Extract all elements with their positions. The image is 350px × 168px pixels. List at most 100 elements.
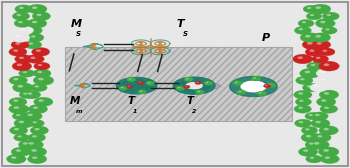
Circle shape [251, 76, 261, 81]
Circle shape [315, 6, 321, 9]
Circle shape [298, 92, 303, 95]
Circle shape [311, 4, 331, 14]
Circle shape [11, 147, 30, 156]
Circle shape [323, 128, 329, 130]
Circle shape [33, 121, 37, 123]
Circle shape [316, 35, 321, 38]
Circle shape [305, 141, 321, 149]
Circle shape [18, 21, 23, 23]
Circle shape [320, 78, 325, 80]
Circle shape [323, 50, 327, 52]
Circle shape [259, 92, 262, 94]
Circle shape [324, 63, 329, 66]
Circle shape [319, 126, 338, 135]
Circle shape [304, 71, 310, 73]
Text: T: T [177, 18, 184, 29]
Circle shape [128, 86, 130, 87]
Circle shape [311, 33, 331, 42]
Circle shape [321, 99, 327, 102]
Circle shape [119, 86, 128, 90]
Circle shape [313, 133, 331, 142]
Circle shape [28, 133, 46, 142]
Circle shape [295, 119, 312, 127]
Circle shape [12, 12, 30, 20]
Circle shape [11, 40, 29, 49]
Circle shape [27, 114, 33, 116]
Circle shape [32, 6, 37, 9]
Circle shape [306, 12, 322, 20]
Circle shape [18, 85, 23, 88]
Circle shape [325, 28, 330, 30]
Circle shape [300, 33, 320, 42]
Circle shape [138, 90, 147, 94]
Circle shape [310, 157, 314, 159]
Circle shape [9, 76, 27, 85]
Circle shape [298, 107, 303, 109]
Circle shape [183, 85, 190, 88]
Circle shape [302, 40, 322, 50]
Circle shape [312, 40, 331, 49]
Circle shape [315, 121, 321, 123]
Circle shape [322, 27, 337, 34]
Circle shape [294, 90, 312, 99]
Circle shape [28, 142, 34, 145]
Circle shape [320, 105, 338, 113]
Text: P: P [262, 33, 270, 43]
Circle shape [195, 81, 202, 85]
Circle shape [34, 85, 39, 88]
Circle shape [324, 92, 329, 95]
Circle shape [309, 140, 329, 150]
Circle shape [148, 82, 150, 83]
Circle shape [33, 76, 54, 85]
Circle shape [299, 121, 303, 123]
Circle shape [9, 98, 27, 106]
Circle shape [309, 142, 314, 145]
Circle shape [319, 90, 339, 99]
Circle shape [315, 114, 320, 116]
Circle shape [19, 121, 24, 123]
Circle shape [311, 119, 330, 128]
Circle shape [19, 91, 35, 98]
Circle shape [268, 84, 271, 85]
Circle shape [303, 5, 319, 13]
Circle shape [317, 77, 332, 84]
Circle shape [317, 135, 322, 138]
Circle shape [11, 156, 16, 159]
Circle shape [16, 26, 34, 35]
Circle shape [298, 56, 303, 59]
Text: 1: 1 [133, 109, 138, 114]
Circle shape [27, 4, 47, 14]
Circle shape [38, 99, 44, 102]
Circle shape [140, 91, 142, 92]
Circle shape [301, 133, 321, 142]
Circle shape [19, 69, 35, 77]
Circle shape [306, 155, 322, 163]
Circle shape [12, 61, 32, 71]
Circle shape [15, 55, 33, 63]
Circle shape [28, 104, 48, 114]
Circle shape [305, 112, 321, 120]
Circle shape [30, 57, 35, 59]
Circle shape [14, 119, 34, 128]
Text: 2: 2 [193, 109, 197, 114]
Circle shape [307, 85, 312, 88]
Circle shape [32, 48, 50, 56]
Polygon shape [178, 79, 210, 92]
Circle shape [310, 83, 328, 92]
Circle shape [316, 69, 335, 78]
Text: T: T [187, 96, 194, 106]
Circle shape [19, 57, 24, 59]
Circle shape [324, 107, 329, 109]
Circle shape [32, 135, 37, 138]
Circle shape [137, 81, 144, 85]
Text: M: M [70, 18, 82, 29]
Circle shape [303, 149, 308, 152]
Circle shape [6, 154, 26, 164]
Polygon shape [117, 77, 157, 94]
Circle shape [253, 77, 256, 79]
Circle shape [299, 28, 303, 30]
Circle shape [319, 61, 339, 71]
Circle shape [307, 7, 311, 9]
Circle shape [206, 82, 208, 83]
Circle shape [20, 28, 25, 30]
